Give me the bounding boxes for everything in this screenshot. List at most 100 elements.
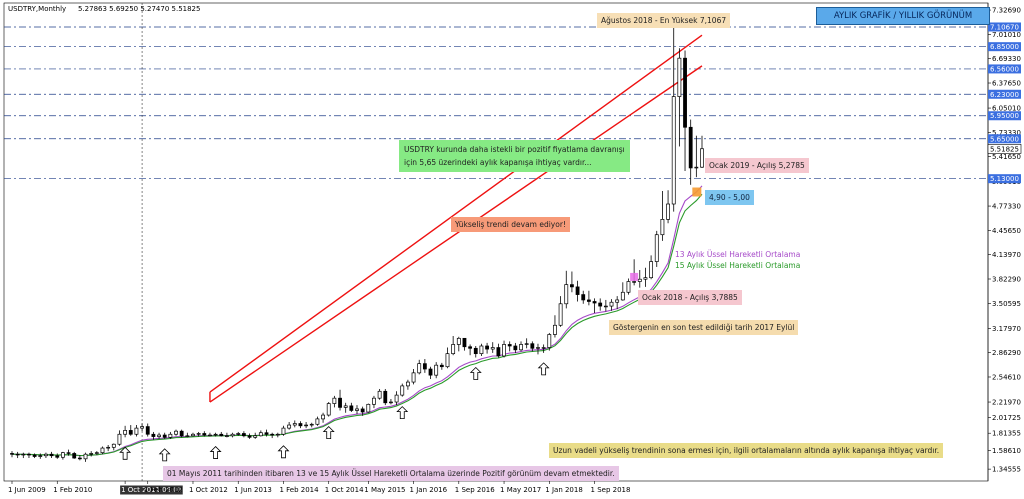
candle-body — [355, 408, 359, 411]
candle-body — [575, 286, 580, 295]
candle — [326, 402, 331, 417]
candle-body — [372, 397, 376, 405]
candle — [21, 452, 26, 459]
candle-body — [134, 427, 139, 435]
candle — [213, 432, 218, 437]
y-tick-label: 1.34555 — [992, 466, 1021, 474]
level-label-text: 5.51825 — [990, 145, 1019, 153]
candle-body — [15, 453, 20, 456]
x-tick-label: 1 Feb 2012 — [144, 486, 183, 494]
candle-body — [547, 334, 552, 348]
candle — [541, 344, 546, 353]
candle-body — [219, 433, 224, 437]
x-tick-label: 1 May 2017 — [500, 486, 541, 494]
candle — [241, 431, 246, 438]
chart-title: AYLIK GRAFİK / YILLIK GÖRÜNÜM — [816, 7, 990, 25]
candle — [66, 449, 71, 456]
candle — [451, 336, 456, 356]
candle — [496, 343, 501, 358]
up-arrow-icon — [209, 445, 222, 459]
candle-body — [536, 347, 540, 349]
candle-body — [281, 427, 286, 435]
x-tick-label: 1 Sep 2018 — [591, 486, 631, 494]
candle — [151, 431, 156, 440]
candle — [44, 452, 48, 459]
y-tick-label: 5.41650 — [992, 153, 1021, 161]
candle — [485, 342, 489, 354]
x-tick-label: 1 Feb 2010 — [53, 486, 92, 494]
candle — [519, 341, 523, 352]
candle-body — [72, 453, 77, 459]
up-arrow-icon — [537, 362, 550, 376]
candle — [49, 451, 54, 459]
candle — [338, 389, 342, 411]
candle — [83, 452, 88, 462]
candle — [473, 345, 478, 358]
candle-body — [38, 455, 43, 457]
candle — [219, 431, 224, 437]
x-tick-label: 1 May 2015 — [364, 486, 405, 494]
y-tick-label: 6.37650 — [992, 80, 1021, 88]
candle-body — [411, 372, 416, 383]
y-tick-label: 4.45650 — [992, 227, 1021, 235]
up-arrow-icon — [119, 446, 132, 460]
candle — [666, 190, 670, 224]
candle — [157, 432, 161, 439]
candle — [117, 430, 122, 446]
y-tick-label: 7.01010 — [992, 31, 1021, 39]
candle-body — [700, 148, 704, 168]
candle-body — [400, 385, 405, 396]
x-tick-label: 1 Jan 2016 — [410, 486, 448, 494]
candle — [298, 421, 303, 429]
candle — [428, 366, 433, 379]
candle-body — [417, 363, 422, 374]
candle-body — [117, 433, 122, 445]
candle-body — [213, 433, 218, 436]
candle — [688, 119, 693, 185]
candle — [598, 298, 603, 311]
candle — [15, 451, 20, 459]
candle-body — [479, 345, 484, 355]
candle-body — [694, 166, 699, 169]
candle-body — [637, 278, 642, 282]
candle-body — [230, 433, 235, 437]
candle — [490, 342, 495, 353]
candle — [513, 342, 518, 353]
candle-body — [439, 364, 444, 368]
y-tick-label: 6.05010 — [992, 105, 1021, 113]
candle — [225, 432, 229, 438]
candle-body — [581, 294, 586, 301]
up-arrow-icon — [322, 426, 335, 440]
candle — [553, 315, 557, 338]
candle — [456, 336, 461, 352]
candle — [60, 451, 65, 460]
candle-body — [32, 454, 37, 457]
candle — [281, 425, 286, 436]
candle-body — [208, 434, 212, 437]
candle — [649, 255, 654, 280]
level-lines — [4, 3, 988, 481]
x-tick-label: 1 Sep 2016 — [455, 486, 495, 494]
candle — [603, 299, 608, 312]
x-tick-label: 1 Feb 2014 — [279, 486, 319, 494]
candle — [411, 369, 416, 385]
candle — [586, 290, 591, 306]
up-arrow-icon — [396, 406, 409, 420]
candle — [700, 135, 704, 168]
candle-body — [360, 408, 365, 413]
level-label-text: 6.56000 — [990, 65, 1019, 73]
candle-body — [519, 344, 523, 351]
candle-body — [128, 430, 133, 435]
candle — [128, 425, 133, 436]
candle-body — [83, 453, 88, 460]
candle-body — [44, 453, 48, 457]
ocak2019-annotation: Ocak 2019 - Açılış 5,2785 — [705, 158, 809, 173]
candle — [479, 343, 484, 356]
candle-body — [671, 96, 676, 205]
candle-body — [326, 403, 331, 416]
candle — [174, 429, 178, 436]
ema15-label: 15 Aylık Üssel Hareketli Ortalama — [675, 261, 801, 270]
candle-body — [513, 345, 518, 351]
level-label-box — [988, 64, 1021, 74]
candle — [694, 135, 699, 178]
